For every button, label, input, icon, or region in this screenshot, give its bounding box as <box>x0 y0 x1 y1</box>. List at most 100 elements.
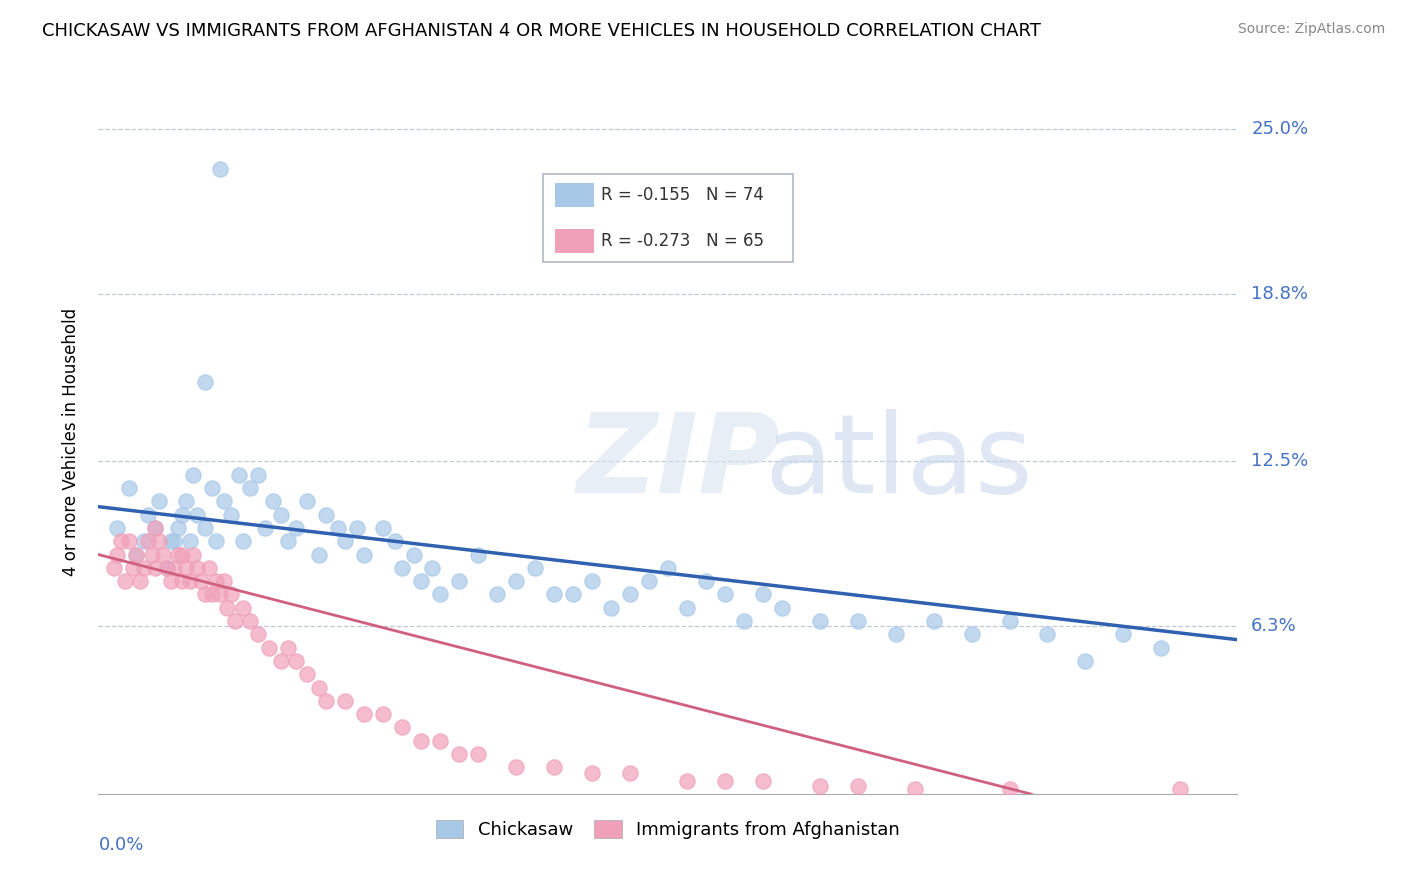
Point <box>208 161 231 176</box>
Point <box>297 494 319 508</box>
Point <box>467 747 489 761</box>
Point <box>118 534 141 549</box>
Point <box>103 561 125 575</box>
Point <box>186 561 208 575</box>
Point <box>246 467 269 482</box>
Point <box>335 534 357 549</box>
Point <box>170 508 193 522</box>
Text: R = -0.273   N = 65: R = -0.273 N = 65 <box>600 232 763 250</box>
Point <box>194 375 217 389</box>
Point <box>228 467 250 482</box>
Point <box>232 534 254 549</box>
Point <box>638 574 661 589</box>
Point <box>183 548 205 562</box>
Point <box>1036 627 1059 641</box>
Point <box>402 548 425 562</box>
Point <box>960 627 983 641</box>
Point <box>467 548 489 562</box>
Point <box>174 561 197 575</box>
Point <box>846 779 869 793</box>
Point <box>752 587 775 601</box>
Y-axis label: 4 or more Vehicles in Household: 4 or more Vehicles in Household <box>62 308 80 575</box>
Point <box>270 508 292 522</box>
Point <box>524 561 547 575</box>
Point <box>125 548 148 562</box>
Point <box>411 574 433 589</box>
Point <box>429 587 451 601</box>
Point <box>391 720 413 734</box>
Point <box>581 574 603 589</box>
Point <box>217 600 239 615</box>
Text: ZIP: ZIP <box>576 409 780 516</box>
Point <box>141 548 163 562</box>
Point <box>201 481 224 495</box>
Point <box>145 521 167 535</box>
Point <box>114 574 136 589</box>
Point <box>714 587 737 601</box>
Point <box>619 587 641 601</box>
Point <box>335 694 357 708</box>
Point <box>121 561 143 575</box>
Point <box>486 587 509 601</box>
Point <box>254 521 277 535</box>
Point <box>163 534 186 549</box>
Point <box>346 521 368 535</box>
Point <box>232 600 254 615</box>
Point <box>148 494 170 508</box>
Point <box>449 747 471 761</box>
Point <box>411 733 433 747</box>
Point <box>353 548 375 562</box>
Point <box>922 614 945 628</box>
Point <box>145 521 167 535</box>
Point <box>733 614 755 628</box>
Point <box>808 779 831 793</box>
Point <box>277 640 299 655</box>
Point <box>194 521 217 535</box>
Point <box>132 534 155 549</box>
Point <box>308 548 330 562</box>
Point <box>179 574 201 589</box>
Point <box>619 765 641 780</box>
Point <box>353 707 375 722</box>
Point <box>107 548 129 562</box>
Point <box>770 600 793 615</box>
Point <box>125 548 148 562</box>
Point <box>167 548 190 562</box>
Point <box>246 627 269 641</box>
Point <box>676 600 699 615</box>
Point <box>326 521 349 535</box>
Point <box>371 521 394 535</box>
Point <box>107 521 129 535</box>
Point <box>384 534 406 549</box>
FancyBboxPatch shape <box>555 183 593 207</box>
Point <box>145 561 167 575</box>
Point <box>183 467 205 482</box>
Point <box>277 534 299 549</box>
Point <box>221 587 243 601</box>
Point <box>170 574 193 589</box>
Point <box>270 654 292 668</box>
Point <box>505 574 527 589</box>
Point <box>163 561 186 575</box>
Point <box>132 561 155 575</box>
Point <box>152 548 174 562</box>
Point <box>315 694 337 708</box>
Point <box>201 587 224 601</box>
Point <box>600 600 623 615</box>
Point <box>543 587 565 601</box>
Text: Source: ZipAtlas.com: Source: ZipAtlas.com <box>1237 22 1385 37</box>
Point <box>998 614 1021 628</box>
Point <box>657 561 679 575</box>
Point <box>315 508 337 522</box>
Point <box>174 494 197 508</box>
FancyBboxPatch shape <box>555 228 593 252</box>
Point <box>190 574 212 589</box>
Point <box>371 707 394 722</box>
Point <box>136 534 159 549</box>
Point <box>205 574 228 589</box>
Point <box>205 534 228 549</box>
Point <box>156 561 179 575</box>
Point <box>297 667 319 681</box>
Point <box>543 760 565 774</box>
Point <box>197 561 219 575</box>
